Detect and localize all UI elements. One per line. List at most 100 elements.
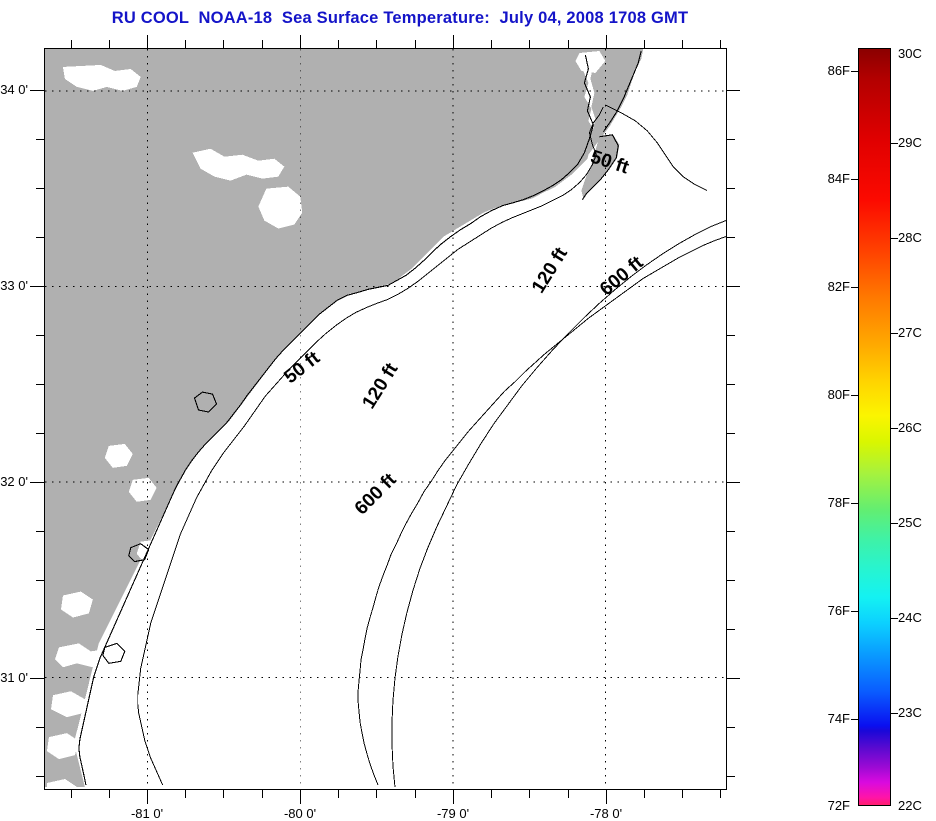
x-tick-top-minor	[644, 40, 646, 48]
y-tick-major-31	[30, 678, 44, 680]
cb-tick-76F	[851, 611, 859, 613]
map-canvas: 50 ft 50 ft 120 ft 120 ft 600 ft 600 ft	[45, 49, 726, 789]
cb-label-78F: 78F	[827, 495, 850, 510]
sst-map-plot[interactable]: 50 ft 50 ft 120 ft 120 ft 600 ft 600 ft	[44, 48, 727, 790]
cb-label-74F: 74F	[827, 711, 850, 726]
coastline	[78, 50, 642, 786]
cb-tick-25C	[890, 523, 898, 525]
y-tick-right-minor	[727, 335, 735, 337]
x-tick-minor	[338, 790, 340, 798]
cb-label-23C: 23C	[898, 705, 922, 720]
x-axis-label-79: -79 0'	[436, 806, 470, 821]
x-tick-top-minor	[262, 40, 264, 48]
y-tick-minor	[36, 433, 44, 435]
x-axis-label-81: -81 0'	[130, 806, 164, 821]
cb-label-27C: 27C	[898, 325, 922, 340]
x-tick-minor	[644, 790, 646, 798]
y-tick-right-major	[727, 286, 740, 288]
y-axis-label-34: 34 0'	[0, 82, 28, 97]
y-tick-major-34	[30, 90, 44, 92]
x-axis-label-80: -80 0'	[283, 806, 317, 821]
y-tick-right-minor	[727, 188, 735, 190]
y-tick-right-major	[727, 90, 740, 92]
x-tick-minor	[415, 790, 417, 798]
y-axis-label-33: 33 0'	[0, 278, 28, 293]
x-tick-minor	[529, 790, 531, 798]
x-tick-top-major	[606, 35, 608, 48]
y-tick-right-minor	[727, 384, 735, 386]
cb-tick-84F	[851, 179, 859, 181]
cb-tick-28C	[890, 238, 898, 240]
y-tick-major-32	[30, 482, 44, 484]
x-tick-top-minor	[376, 40, 378, 48]
y-tick-right-minor	[727, 531, 735, 533]
x-tick-top-major	[300, 35, 302, 48]
cb-label-80F: 80F	[827, 387, 850, 402]
contour-120ft	[357, 236, 726, 786]
cloud-mask-patches	[46, 50, 606, 789]
y-tick-minor	[36, 139, 44, 141]
x-tick-minor	[720, 790, 722, 798]
cb-label-25C: 25C	[898, 515, 922, 530]
cb-tick-27C	[890, 333, 898, 335]
cb-label-86F: 86F	[827, 63, 850, 78]
y-tick-right-minor	[727, 433, 735, 435]
cb-label-72F: 72F	[827, 798, 850, 813]
cb-tick-86F	[851, 71, 859, 73]
y-tick-right-minor	[727, 580, 735, 582]
y-tick-minor	[36, 727, 44, 729]
y-tick-minor	[36, 629, 44, 631]
page-title: RU COOL NOAA-18 Sea Surface Temperature:…	[111, 9, 689, 27]
x-tick-top-minor	[338, 40, 340, 48]
y-tick-right-minor	[727, 776, 735, 778]
y-tick-minor	[36, 188, 44, 190]
x-tick-top-minor	[682, 40, 684, 48]
y-tick-right-minor	[727, 629, 735, 631]
x-tick-minor	[109, 790, 111, 798]
x-tick-top-minor	[185, 40, 187, 48]
contour-50ft	[137, 104, 708, 786]
x-tick-major-80	[300, 790, 302, 804]
y-axis-label-31: 31 0'	[0, 670, 28, 685]
y-tick-minor	[36, 335, 44, 337]
y-tick-minor	[36, 237, 44, 239]
x-tick-top-major	[147, 35, 149, 48]
cb-label-22C: 22C	[898, 798, 922, 813]
y-axis-label-32: 32 0'	[0, 474, 28, 489]
cb-label-82F: 82F	[827, 279, 850, 294]
x-tick-minor	[71, 790, 73, 798]
x-tick-top-minor	[568, 40, 570, 48]
cb-tick-80F	[851, 395, 859, 397]
x-tick-top-major	[453, 35, 455, 48]
cb-label-24C: 24C	[898, 610, 922, 625]
x-tick-major-78	[606, 790, 608, 804]
y-tick-minor	[36, 776, 44, 778]
x-tick-top-minor	[529, 40, 531, 48]
y-tick-right-major	[727, 678, 740, 680]
cb-tick-78F	[851, 503, 859, 505]
x-tick-major-79	[453, 790, 455, 804]
y-tick-minor	[36, 531, 44, 533]
cb-tick-74F	[851, 719, 859, 721]
x-tick-minor	[568, 790, 570, 798]
x-tick-minor	[376, 790, 378, 798]
cb-label-76F: 76F	[827, 603, 850, 618]
x-tick-minor	[262, 790, 264, 798]
x-tick-minor	[682, 790, 684, 798]
x-axis-label-78: -78 0'	[589, 806, 623, 821]
temperature-colorbar[interactable]	[858, 48, 891, 806]
cb-tick-23C	[890, 713, 898, 715]
cb-tick-24C	[890, 618, 898, 620]
cb-tick-26C	[890, 428, 898, 430]
y-tick-minor	[36, 384, 44, 386]
x-tick-top-minor	[415, 40, 417, 48]
x-tick-minor	[491, 790, 493, 798]
cb-tick-29C	[890, 143, 898, 145]
cb-label-29C: 29C	[898, 135, 922, 150]
x-tick-top-minor	[223, 40, 225, 48]
y-tick-right-major	[727, 482, 740, 484]
x-tick-top-minor	[720, 40, 722, 48]
x-tick-top-minor	[71, 40, 73, 48]
y-tick-major-33	[30, 286, 44, 288]
x-tick-major-81	[147, 790, 149, 804]
